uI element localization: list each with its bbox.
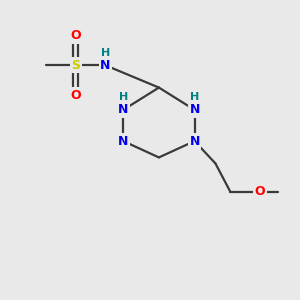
Text: N: N: [118, 103, 128, 116]
Text: O: O: [255, 185, 265, 198]
Text: N: N: [189, 135, 200, 148]
Text: N: N: [100, 59, 111, 72]
Text: O: O: [70, 88, 81, 101]
Text: N: N: [189, 103, 200, 116]
Text: S: S: [71, 59, 80, 72]
Text: H: H: [101, 48, 110, 58]
Text: H: H: [190, 92, 199, 102]
Text: O: O: [70, 29, 81, 42]
Text: H: H: [118, 92, 128, 102]
Text: N: N: [118, 135, 128, 148]
